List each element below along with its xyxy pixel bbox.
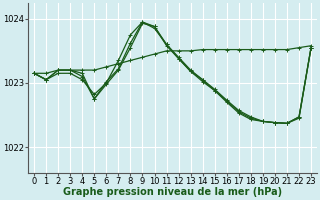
X-axis label: Graphe pression niveau de la mer (hPa): Graphe pression niveau de la mer (hPa) <box>63 187 282 197</box>
